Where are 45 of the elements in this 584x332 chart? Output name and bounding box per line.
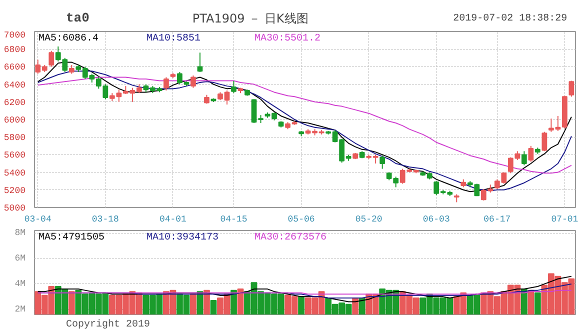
- text: MA10:3934173: [146, 232, 219, 244]
- y-tick-label: 5800: [4, 133, 26, 144]
- text: MA5:6086.4: [38, 34, 99, 44]
- y-tick-label: 5600: [4, 150, 26, 161]
- candlestick: [528, 145, 534, 162]
- x-tick-label: 04-15: [220, 214, 248, 224]
- candlestick: [190, 75, 196, 88]
- text: MA10:5851: [146, 34, 201, 44]
- y-tick-label: 5200: [4, 186, 26, 196]
- text: MA5:4791505: [38, 232, 105, 244]
- y-tick-label: 6600: [4, 62, 26, 73]
- text: Copyright 2019: [66, 318, 150, 330]
- y-tick-label: 8M: [14, 228, 26, 238]
- chart-title: ta0: [66, 10, 90, 26]
- candlestick: [521, 150, 527, 166]
- y-tick-label: 6800: [4, 45, 26, 56]
- y-tick-label: 6000: [4, 116, 26, 126]
- line-series: [37, 76, 572, 174]
- y-tick-label: 7000: [4, 30, 26, 40]
- chart-subtitle: PTA1909 － 日K线图: [192, 12, 308, 26]
- y-tick-label: 2M: [14, 304, 26, 314]
- x-tick-label: 03-18: [92, 214, 119, 224]
- y-tick-label: 5400: [4, 168, 26, 178]
- y-tick-label: 6M: [14, 254, 26, 264]
- candlestick: [231, 80, 236, 94]
- x-tick-label: 06-03: [422, 214, 450, 224]
- y-tick-label: 4M: [14, 278, 26, 289]
- candlestick: [197, 52, 203, 72]
- x-tick-label: 06-17: [484, 214, 511, 224]
- text: MA30:2673576: [254, 232, 327, 244]
- text: MA30:5501.2: [254, 34, 321, 44]
- x-tick-label: 04-01: [159, 214, 186, 224]
- x-tick-label: 03-04: [24, 214, 52, 224]
- text: 2019-07-02 18:38:29: [453, 14, 568, 24]
- candlestick: [164, 76, 169, 91]
- candlestick: [542, 131, 548, 152]
- y-tick-label: 6400: [4, 80, 26, 90]
- candlestick: [380, 155, 386, 170]
- candlestick: [568, 80, 574, 98]
- x-tick-label: 05-20: [355, 214, 382, 224]
- candlestick: [48, 50, 54, 68]
- x-tick-label: 05-06: [288, 214, 315, 224]
- x-tick-label: 07-01: [551, 214, 578, 224]
- y-tick-label: 5000: [4, 204, 26, 214]
- y-tick-label: 6200: [4, 98, 26, 108]
